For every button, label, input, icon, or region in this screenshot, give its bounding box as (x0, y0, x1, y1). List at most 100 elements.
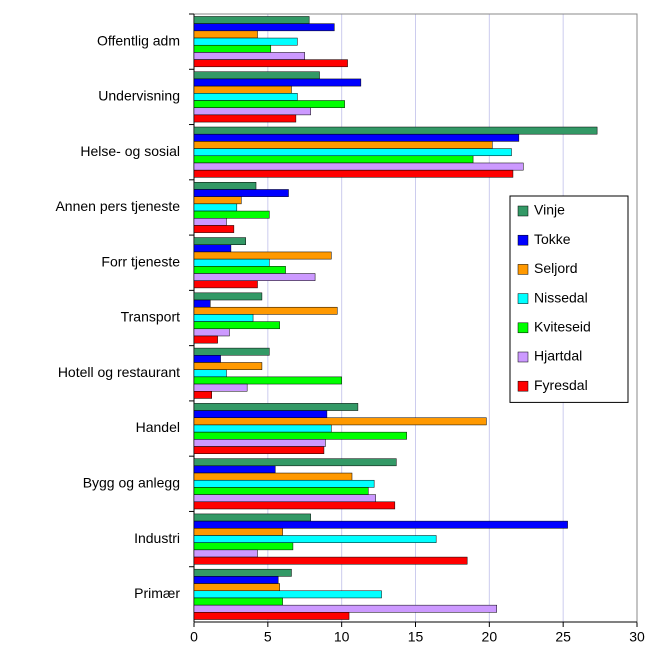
y-tick-label: Helse- og sosial (80, 143, 180, 159)
x-tick-label: 10 (334, 629, 350, 645)
bar (193, 501, 396, 510)
y-tick-label: Transport (121, 309, 181, 325)
bar (193, 335, 218, 344)
y-tick-label: Offentlig adm (97, 32, 180, 48)
bar (193, 431, 407, 440)
bar (193, 520, 568, 529)
bar (193, 355, 221, 363)
bar (193, 321, 280, 330)
bar (193, 479, 375, 488)
bar (193, 237, 246, 245)
bar (193, 465, 276, 474)
bar (193, 85, 292, 94)
bar (193, 93, 298, 101)
bar (193, 576, 279, 584)
bar (193, 487, 369, 495)
legend-label: Fyresdal (534, 377, 588, 393)
bar (193, 52, 305, 60)
y-tick-label: Bygg og anlegg (83, 475, 180, 491)
bar (193, 273, 316, 281)
bar (193, 292, 263, 301)
bar (193, 37, 298, 46)
bar (193, 568, 292, 577)
y-tick-label: Handel (136, 419, 180, 435)
bar (193, 528, 283, 536)
bar (193, 403, 359, 411)
legend-swatch (517, 293, 529, 304)
legend-swatch (517, 234, 529, 246)
bar (193, 114, 297, 123)
bar (193, 266, 286, 274)
bar (193, 472, 353, 481)
bar (193, 155, 474, 164)
bar (193, 513, 311, 522)
y-tick-label: Hotell og restaurant (58, 364, 180, 380)
bar (193, 376, 342, 385)
bar (193, 410, 328, 419)
bar (193, 133, 520, 142)
bar (193, 251, 332, 260)
bar (193, 590, 382, 599)
bar (193, 604, 497, 613)
legend-box (509, 195, 629, 403)
bar (193, 196, 242, 205)
legend-label: Seljord (534, 260, 578, 276)
bar (193, 328, 230, 337)
bar (193, 417, 487, 426)
legend-label: Tokke (534, 231, 571, 247)
bar (193, 107, 311, 116)
bar (193, 225, 235, 233)
bar (193, 203, 238, 212)
bar (193, 424, 332, 433)
bar (193, 458, 397, 467)
x-tick-label: 30 (629, 629, 645, 645)
y-tick-label: Annen pers tjeneste (55, 198, 180, 214)
bar (193, 494, 376, 503)
legend-label: Hjartdal (534, 348, 582, 364)
legend-label: Nissedal (534, 289, 588, 305)
bar (193, 169, 514, 178)
bar (193, 217, 227, 226)
bar (193, 182, 257, 190)
bar (193, 71, 320, 80)
bar (193, 535, 437, 543)
x-tick-label: 5 (264, 629, 272, 645)
legend-label: Kviteseid (534, 319, 591, 335)
bar (193, 148, 512, 157)
bar (193, 542, 294, 551)
x-tick-label: 15 (408, 629, 424, 645)
y-tick-label: Industri (134, 530, 180, 546)
bar (193, 141, 493, 149)
bar (193, 383, 248, 392)
bar (193, 280, 258, 289)
bar (193, 314, 254, 322)
bar (193, 612, 350, 620)
bar (193, 210, 270, 219)
legend-swatch (517, 351, 529, 363)
bar (193, 446, 325, 454)
legend-swatch (517, 322, 529, 334)
bar (193, 126, 598, 135)
legend-swatch (517, 205, 529, 217)
bar (193, 162, 524, 171)
bar (193, 306, 338, 315)
bar (193, 369, 227, 378)
bar (193, 583, 280, 592)
bar (193, 347, 270, 356)
bar (193, 439, 326, 447)
bar (193, 78, 362, 87)
legend-swatch (517, 380, 529, 392)
x-tick-label: 20 (482, 629, 498, 645)
y-tick-label: Forr tjeneste (101, 253, 180, 269)
bar (193, 30, 258, 39)
bar (193, 391, 212, 399)
y-tick-label: Primær (134, 585, 180, 601)
bar (193, 23, 335, 32)
bar (193, 16, 310, 24)
bar (193, 362, 263, 370)
legend-swatch (517, 264, 529, 275)
bar (193, 549, 258, 558)
y-tick-label: Undervisning (98, 88, 180, 104)
bar (193, 597, 283, 606)
